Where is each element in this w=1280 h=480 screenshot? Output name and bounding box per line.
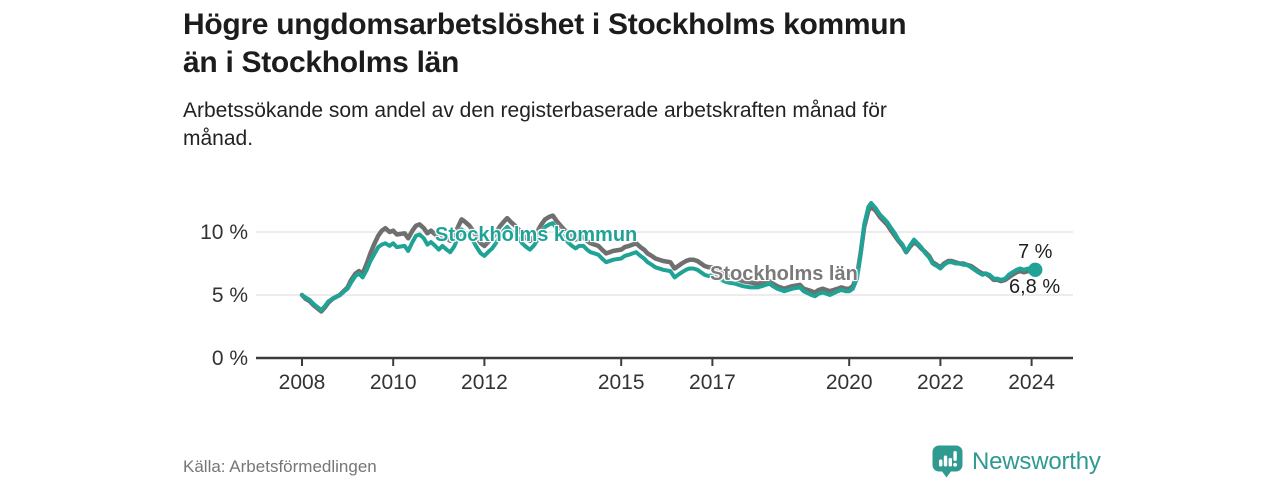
newsworthy-logo-icon <box>932 445 963 478</box>
page-title: Högre ungdomsarbetslöshet i Stockholms k… <box>183 8 907 79</box>
newsworthy-logo-link[interactable]: Newsworthy <box>932 445 1101 478</box>
y-tick-label: 0 % <box>212 347 248 370</box>
x-tick-label: 2012 <box>461 371 508 394</box>
x-tick-label: 2008 <box>279 371 326 394</box>
series-end-dot <box>1028 262 1043 277</box>
newsworthy-logo-text: Newsworthy <box>972 447 1101 475</box>
x-tick-label: 2022 <box>917 371 964 394</box>
page-subtitle: Arbetssökande som andel av den registerb… <box>183 99 887 151</box>
y-tick-label: 10 % <box>200 221 248 244</box>
series-label-stockholms-kommun: Stockholms kommun <box>435 224 638 246</box>
x-tick-label: 2017 <box>689 371 736 394</box>
line-stockholms-l-n <box>299 204 1038 314</box>
y-tick-label: 5 % <box>212 284 248 307</box>
series-label-stockholms-lan: Stockholms län <box>710 263 858 285</box>
end-value-label-kommun: 7 % <box>1018 241 1053 263</box>
x-tick-label: 2020 <box>826 371 873 394</box>
x-tick-label: 2015 <box>598 371 645 394</box>
x-tick-label: 2024 <box>1008 371 1055 394</box>
line-stockholms-kommun <box>300 201 1038 313</box>
source-note: Källa: Arbetsförmedlingen <box>183 457 377 476</box>
x-tick-label: 2010 <box>370 371 417 394</box>
end-value-label-lan: 6,8 % <box>1009 276 1061 298</box>
